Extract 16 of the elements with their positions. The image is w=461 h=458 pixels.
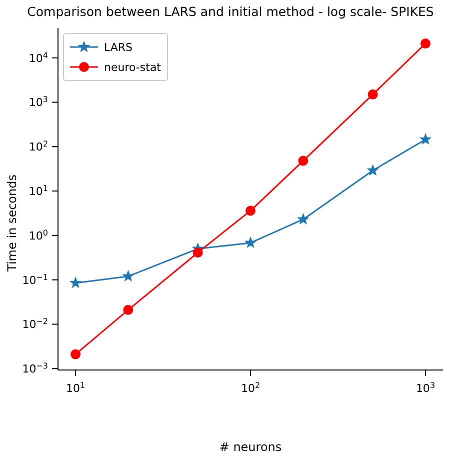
legend-label: LARS <box>104 40 133 54</box>
y-tick-label: 10$^{−3}$ <box>22 361 48 376</box>
x-tick-label: 10$^{1}$ <box>66 380 86 395</box>
x-axis-title: # neurons <box>218 440 283 454</box>
y-tick-label: 10$^{2}$ <box>28 139 48 154</box>
y-tick-label: 10$^{3}$ <box>28 94 48 110</box>
chart-title: Comparison between LARS and initial method - log scale- SPIKES <box>26 4 435 19</box>
legend-label: neuro-stat <box>104 60 161 74</box>
y-tick-label: 10$^{1}$ <box>28 184 48 198</box>
y-axis-title: Time in seconds <box>5 174 19 272</box>
y-tick-label: 10$^{0}$ <box>28 228 48 242</box>
y-tick-label: 10$^{−2}$ <box>22 316 48 332</box>
y-tick-label: 10$^{−1}$ <box>22 272 48 287</box>
y-tick-label: 10$^{4}$ <box>28 50 48 65</box>
x-tick-label: 10$^{3}$ <box>416 380 436 395</box>
x-tick-label: 10$^{2}$ <box>240 380 260 395</box>
